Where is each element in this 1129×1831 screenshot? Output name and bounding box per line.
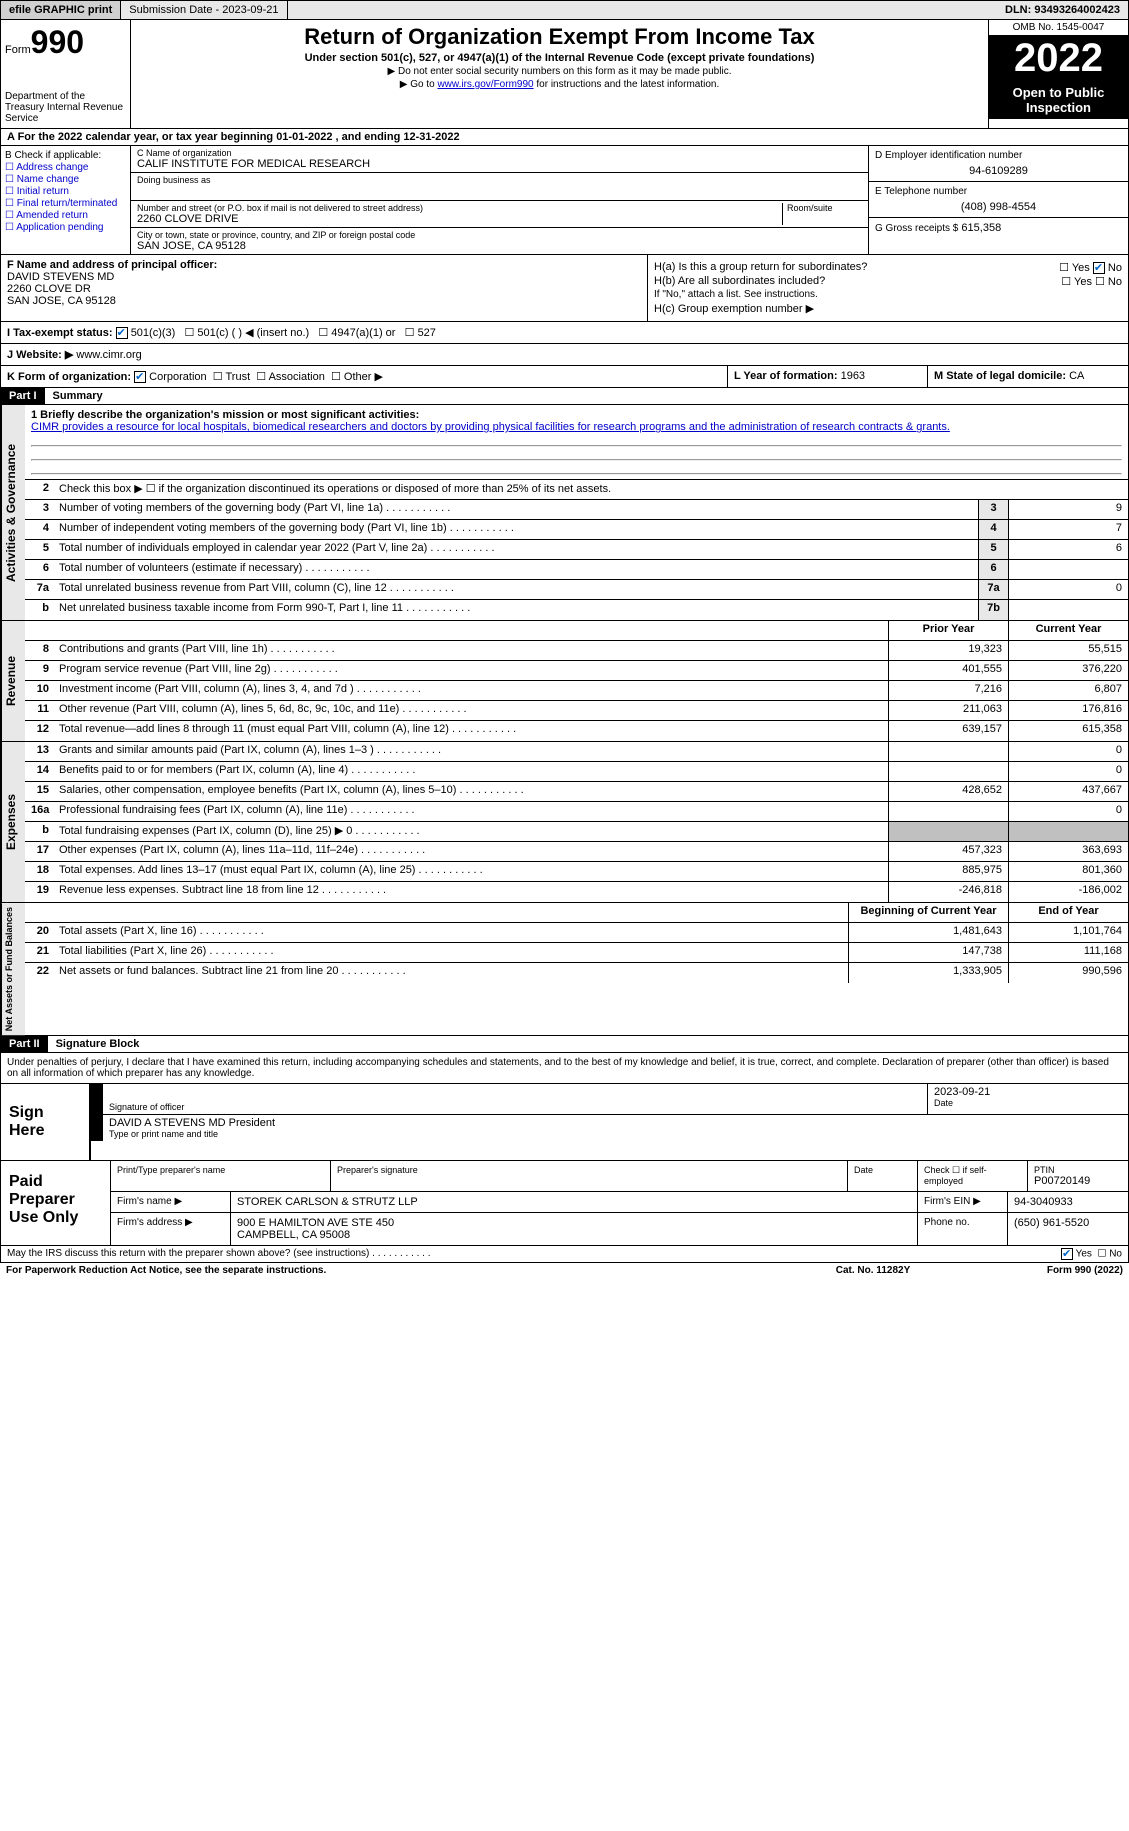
gross-receipts: 615,358 xyxy=(961,222,1001,234)
perjury-declaration: Under penalties of perjury, I declare th… xyxy=(0,1053,1129,1084)
form-number: Form990 xyxy=(5,24,126,61)
line-19: 19Revenue less expenses. Subtract line 1… xyxy=(25,882,1128,902)
line-6: 6Total number of volunteers (estimate if… xyxy=(25,560,1128,580)
phone: (408) 998-4554 xyxy=(875,201,1122,213)
row-a-tax-year: A For the 2022 calendar year, or tax yea… xyxy=(0,129,1129,146)
cb-final-return[interactable]: ☐ Final return/terminated xyxy=(5,198,126,209)
line-10: 10Investment income (Part VIII, column (… xyxy=(25,681,1128,701)
website-link[interactable]: www.cimr.org xyxy=(76,349,141,361)
org-city: SAN JOSE, CA 95128 xyxy=(137,240,862,252)
line-4: 4Number of independent voting members of… xyxy=(25,520,1128,540)
side-activities-governance: Activities & Governance xyxy=(1,405,25,620)
line-11: 11Other revenue (Part VIII, column (A), … xyxy=(25,701,1128,721)
submission-date: Submission Date - 2023-09-21 xyxy=(121,1,287,19)
cb-discuss-yes[interactable] xyxy=(1061,1248,1073,1260)
firm-phone: (650) 961-5520 xyxy=(1008,1213,1128,1245)
cb-address-change[interactable]: ☐ Address change xyxy=(5,162,126,173)
line-15: 15Salaries, other compensation, employee… xyxy=(25,782,1128,802)
row-i-tax-status: I Tax-exempt status: 501(c)(3) ☐ 501(c) … xyxy=(0,322,1129,344)
paid-preparer-block: Paid Preparer Use Only Print/Type prepar… xyxy=(0,1161,1129,1246)
col-b-checkboxes: B Check if applicable: ☐ Address change … xyxy=(1,146,131,254)
firm-ein: 94-3040933 xyxy=(1008,1192,1128,1212)
line-21: 21Total liabilities (Part X, line 26)147… xyxy=(25,943,1128,963)
officer-name: DAVID STEVENS MD xyxy=(7,271,641,283)
side-net-assets: Net Assets or Fund Balances xyxy=(1,903,25,1035)
line-b: bNet unrelated business taxable income f… xyxy=(25,600,1128,620)
efile-print-button[interactable]: efile GRAPHIC print xyxy=(1,1,121,19)
part-1-header: Part I Summary xyxy=(0,388,1129,405)
form-header: Form990 Department of the Treasury Inter… xyxy=(0,20,1129,129)
side-revenue: Revenue xyxy=(1,621,25,741)
firm-name: STOREK CARLSON & STRUTZ LLP xyxy=(231,1192,918,1212)
line-18: 18Total expenses. Add lines 13–17 (must … xyxy=(25,862,1128,882)
line-3: 3Number of voting members of the governi… xyxy=(25,500,1128,520)
org-name: CALIF INSTITUTE FOR MEDICAL RESEARCH xyxy=(137,158,862,170)
col-c-org-info: C Name of organization CALIF INSTITUTE F… xyxy=(131,146,868,254)
part-2-header: Part II Signature Block xyxy=(0,1036,1129,1053)
top-bar: efile GRAPHIC print Submission Date - 20… xyxy=(0,0,1129,20)
row-k-org-form: K Form of organization: Corporation ☐ Tr… xyxy=(0,366,1129,388)
org-address: 2260 CLOVE DRIVE xyxy=(137,213,782,225)
omb-number: OMB No. 1545-0047 xyxy=(989,20,1128,36)
open-to-public: Open to Public Inspection xyxy=(989,81,1128,119)
line-9: 9Program service revenue (Part VIII, lin… xyxy=(25,661,1128,681)
tax-year: 2022 xyxy=(989,36,1128,81)
row-j-website: J Website: ▶ www.cimr.org xyxy=(0,344,1129,366)
footer: For Paperwork Reduction Act Notice, see … xyxy=(0,1263,1129,1278)
state-domicile: CA xyxy=(1069,370,1084,382)
line-14: 14Benefits paid to or for members (Part … xyxy=(25,762,1128,782)
line-b: bTotal fundraising expenses (Part IX, co… xyxy=(25,822,1128,842)
line-17: 17Other expenses (Part IX, column (A), l… xyxy=(25,842,1128,862)
sign-here-block: Sign Here Signature of officer 2023-09-2… xyxy=(0,1084,1129,1161)
form-title: Return of Organization Exempt From Incom… xyxy=(139,24,980,50)
dept-treasury: Department of the Treasury Internal Reve… xyxy=(5,91,126,124)
col-d-ein: D Employer identification number 94-6109… xyxy=(868,146,1128,254)
dln: DLN: 93493264002423 xyxy=(997,1,1128,19)
ein: 94-6109289 xyxy=(875,165,1122,177)
cb-initial-return[interactable]: ☐ Initial return xyxy=(5,186,126,197)
form-subtitle: Under section 501(c), 527, or 4947(a)(1)… xyxy=(139,52,980,64)
cb-501c3[interactable] xyxy=(116,327,128,339)
mission-text: CIMR provides a resource for local hospi… xyxy=(31,421,1122,433)
line-20: 20Total assets (Part X, line 16)1,481,64… xyxy=(25,923,1128,943)
cb-name-change[interactable]: ☐ Name change xyxy=(5,174,126,185)
side-expenses: Expenses xyxy=(1,742,25,902)
cb-group-return-no[interactable] xyxy=(1093,262,1105,274)
sign-date: 2023-09-21 xyxy=(934,1086,1122,1098)
line-13: 13Grants and similar amounts paid (Part … xyxy=(25,742,1128,762)
cb-corporation[interactable] xyxy=(134,371,146,383)
cb-app-pending[interactable]: ☐ Application pending xyxy=(5,222,126,233)
cb-amended[interactable]: ☐ Amended return xyxy=(5,210,126,221)
irs-link[interactable]: www.irs.gov/Form990 xyxy=(437,79,533,90)
line-8: 8Contributions and grants (Part VIII, li… xyxy=(25,641,1128,661)
line-16a: 16aProfessional fundraising fees (Part I… xyxy=(25,802,1128,822)
year-formation: 1963 xyxy=(841,370,865,382)
row-f-officer: F Name and address of principal officer:… xyxy=(0,255,1129,322)
ssn-note: ▶ Do not enter social security numbers o… xyxy=(139,66,980,77)
line-22: 22Net assets or fund balances. Subtract … xyxy=(25,963,1128,983)
line-7a: 7aTotal unrelated business revenue from … xyxy=(25,580,1128,600)
firm-address: 900 E HAMILTON AVE STE 450 xyxy=(237,1217,911,1229)
instructions-note: ▶ Go to www.irs.gov/Form990 for instruct… xyxy=(139,79,980,90)
irs-discuss-row: May the IRS discuss this return with the… xyxy=(0,1246,1129,1263)
line-5: 5Total number of individuals employed in… xyxy=(25,540,1128,560)
signer-name: DAVID A STEVENS MD President xyxy=(109,1117,1122,1129)
line-12: 12Total revenue—add lines 8 through 11 (… xyxy=(25,721,1128,741)
ptin: P00720149 xyxy=(1034,1175,1122,1187)
